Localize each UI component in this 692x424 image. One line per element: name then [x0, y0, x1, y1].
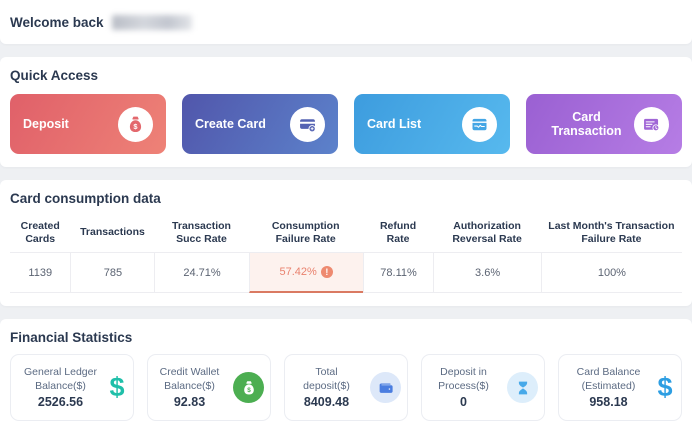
card-list-button[interactable]: Card List: [354, 94, 510, 154]
stat-value: 0: [460, 394, 467, 409]
stat-card-general-ledger-balance: General Ledger Balance($) 2526.56 $: [10, 354, 134, 421]
consumption-failure-rate-text: 57.42%: [279, 266, 317, 278]
table-value-row: 1139 785 24.71% 57.42% ! 78.11% 3.6% 100…: [10, 252, 682, 293]
financial-stat-cards: General Ledger Balance($) 2526.56 $ Cred…: [10, 354, 682, 421]
stat-value: 92.83: [173, 394, 206, 409]
created-cards-value: 1139: [10, 252, 71, 293]
create-card-button-label: Create Card: [195, 117, 266, 131]
dollar-icon: $: [657, 372, 673, 402]
financial-statistics-section: Financial Statistics General Ledger Bala…: [0, 319, 692, 424]
svg-text:$: $: [133, 122, 138, 131]
card-list-icon: [462, 106, 497, 142]
column-header-created-cards: Created Cards: [20, 219, 60, 245]
warning-icon: !: [320, 266, 333, 278]
stat-card-total-deposit: Total deposit($) 8409.48: [284, 354, 408, 421]
stat-card-card-balance: Card Balance (Estimated) 958.18 $: [558, 354, 682, 421]
stat-label: General Ledger Balance($): [24, 366, 97, 392]
deposit-button-label: Deposit: [23, 117, 69, 131]
stat-label: Deposit in Process($): [438, 366, 489, 392]
column-header-consumption-failure-rate: Consumption Failure Rate: [271, 219, 340, 245]
transactions-value: 785: [70, 252, 155, 293]
svg-text:$: $: [247, 386, 251, 393]
column-header-transaction-succ-rate: Transaction Succ Rate: [172, 219, 231, 245]
create-card-icon: [290, 106, 325, 142]
financial-statistics-title: Financial Statistics: [10, 330, 133, 345]
authorization-reversal-rate-value: 3.6%: [433, 252, 541, 293]
last-month-failure-rate-value: 100%: [540, 252, 682, 293]
card-consumption-section: Card consumption data Created Cards Tran…: [0, 180, 692, 306]
card-list-button-label: Card List: [367, 117, 422, 131]
stat-value: 2526.56: [37, 394, 84, 409]
consumption-failure-rate-value: 57.42% !: [248, 252, 363, 293]
column-header-refund-rate: Refund Rate: [379, 219, 417, 245]
stat-value: 958.18: [589, 394, 628, 409]
money-bag-icon: $: [118, 106, 153, 142]
stat-card-deposit-in-process: Deposit in Process($) 0: [421, 354, 545, 421]
column-header-authorization-reversal-rate: Authorization Reversal Rate: [452, 219, 522, 245]
dollar-icon: $: [109, 372, 125, 402]
welcome-greeting: Welcome back: [10, 14, 104, 30]
quick-access-title: Quick Access: [10, 68, 99, 83]
wallet-icon: [370, 372, 401, 403]
stat-label: Card Balance (Estimated): [576, 366, 641, 392]
card-transaction-button[interactable]: Card Transaction: [526, 94, 682, 154]
stat-value: 8409.48: [303, 394, 350, 409]
card-consumption-table: Created Cards Transactions Transaction S…: [10, 214, 682, 293]
refund-rate-value: 78.11%: [362, 252, 434, 293]
quick-access-section: Quick Access Deposit $ Create Card: [0, 57, 692, 167]
redacted-username: [111, 14, 192, 30]
money-bag-icon: $: [233, 372, 264, 403]
transaction-succ-rate-value: 24.71%: [154, 252, 249, 293]
card-consumption-title: Card consumption data: [10, 191, 161, 206]
welcome-bar: Welcome back: [0, 0, 692, 44]
deposit-button[interactable]: Deposit $: [10, 94, 166, 154]
column-header-transactions: Transactions: [80, 226, 145, 239]
table-header-row: Created Cards Transactions Transaction S…: [10, 214, 682, 252]
stat-card-credit-wallet-balance: Credit Wallet Balance($) 92.83 $: [147, 354, 271, 421]
stat-label: Total deposit($): [303, 366, 350, 392]
card-transaction-button-label: Card Transaction: [551, 110, 622, 138]
column-header-last-month-failure-rate: Last Month's Transaction Failure Rate: [548, 219, 675, 245]
create-card-button[interactable]: Create Card: [182, 94, 338, 154]
stat-label: Credit Wallet Balance($): [159, 366, 220, 392]
card-transaction-icon: [634, 106, 669, 142]
quick-access-buttons: Deposit $ Create Card Card: [10, 94, 682, 154]
hourglass-icon: [507, 372, 538, 403]
